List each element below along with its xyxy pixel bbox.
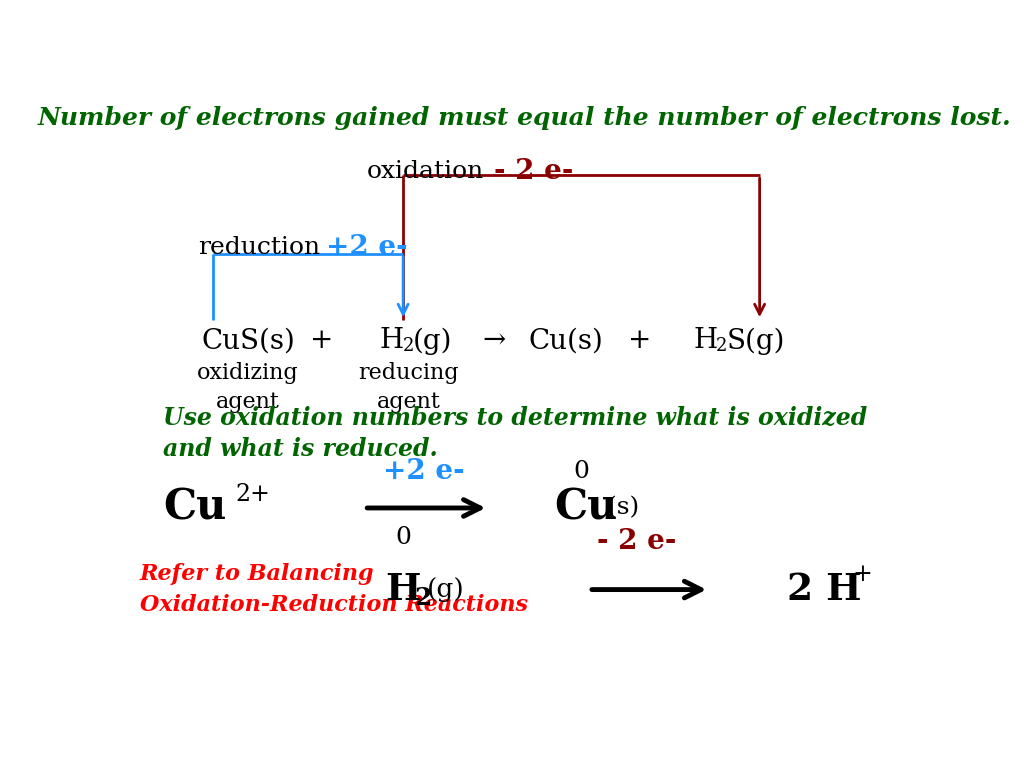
Text: agent: agent (377, 392, 440, 413)
Text: Oxidation-Reduction Reactions: Oxidation-Reduction Reactions (139, 594, 527, 616)
Text: 0: 0 (395, 526, 411, 548)
Text: oxidation: oxidation (368, 160, 484, 183)
Text: (g): (g) (413, 327, 452, 355)
Text: 2+: 2+ (234, 483, 270, 506)
Text: Cu(s): Cu(s) (528, 327, 603, 354)
Text: H: H (693, 327, 718, 354)
Text: reducing: reducing (358, 362, 459, 384)
Text: 2 H: 2 H (786, 571, 861, 608)
Text: 2: 2 (716, 337, 728, 356)
Text: reduction: reduction (198, 237, 321, 259)
Text: +: + (310, 327, 334, 354)
Text: Cu: Cu (554, 487, 617, 529)
Text: Cu: Cu (163, 487, 226, 529)
Text: +2 e-: +2 e- (383, 458, 465, 485)
Text: +: + (628, 327, 651, 354)
Text: - 2 e-: - 2 e- (494, 158, 573, 185)
Text: 2: 2 (415, 586, 432, 610)
Text: agent: agent (216, 392, 280, 413)
Text: Number of electrons gained must equal the number of electrons lost.: Number of electrons gained must equal th… (38, 105, 1012, 130)
Text: 2: 2 (402, 337, 414, 356)
Text: H: H (385, 571, 421, 608)
Text: CuS(s): CuS(s) (201, 327, 295, 354)
Text: Use oxidation numbers to determine what is oxidized: Use oxidation numbers to determine what … (163, 406, 867, 430)
Text: 0: 0 (573, 460, 590, 483)
Text: H: H (380, 327, 404, 354)
Text: +2 e-: +2 e- (326, 234, 408, 261)
Text: S(g): S(g) (726, 327, 784, 355)
Text: (s): (s) (607, 496, 639, 519)
Text: and what is reduced.: and what is reduced. (163, 437, 437, 461)
Text: - 2 e-: - 2 e- (597, 528, 676, 554)
Text: Refer to Balancing: Refer to Balancing (139, 563, 374, 585)
Text: (g): (g) (427, 577, 465, 602)
Text: +: + (853, 563, 872, 586)
Text: oxidizing: oxidizing (198, 362, 299, 384)
Text: →: → (482, 327, 506, 354)
